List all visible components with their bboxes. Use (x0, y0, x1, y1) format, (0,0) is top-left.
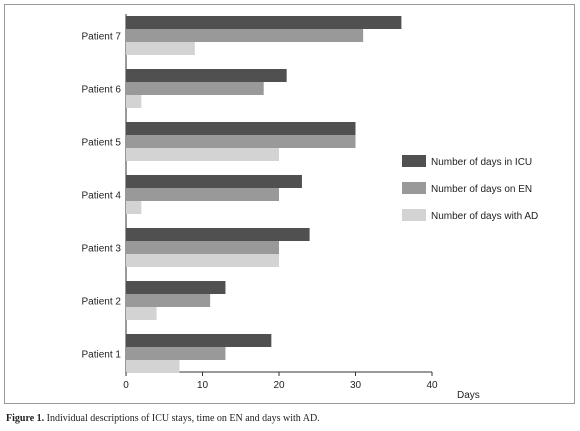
bar-patient-1-series-2 (126, 347, 226, 360)
bar-patient-4-series-3 (126, 201, 142, 214)
bar-patient-2-series-3 (126, 307, 157, 320)
bar-patient-3-series-3 (126, 254, 279, 267)
bar-patient-4-series-2 (126, 188, 279, 201)
category-label: Patient 5 (82, 138, 122, 149)
legend-label: Number of days in ICU (431, 157, 532, 168)
bar-patient-6-series-1 (126, 69, 287, 82)
category-label: Patient 6 (82, 85, 122, 96)
category-labels: Patient 1 Patient 2 Patient 3 Patient 4 Pati… (82, 32, 122, 361)
x-tick-label: 30 (350, 380, 362, 391)
bar-patient-1-series-3 (126, 360, 180, 373)
bar-patient-1-series-1 (126, 334, 272, 347)
x-tick-label: 10 (197, 380, 209, 391)
bar-patient-4-series-1 (126, 175, 302, 188)
figure-caption: Figure 1. Individual descriptions of ICU… (6, 413, 574, 424)
bar-patient-7-series-3 (126, 42, 195, 55)
bar-patient-7-series-2 (126, 29, 364, 42)
bar-patient-6-series-2 (126, 82, 264, 95)
x-tick-label: 0 (123, 380, 129, 391)
x-tick-label: 20 (273, 380, 285, 391)
category-label: Patient 7 (82, 32, 122, 43)
x-axis-label: Days (457, 390, 480, 401)
caption-label: Figure 1. (6, 413, 45, 424)
legend-label: Number of days on EN (431, 184, 532, 195)
legend: Number of days in ICU Number of days on E… (402, 155, 538, 222)
category-label: Patient 2 (82, 297, 122, 308)
figure-frame (4, 4, 575, 404)
bar-patient-6-series-3 (126, 95, 142, 108)
bars-group (126, 16, 402, 373)
bar-patient-2-series-2 (126, 294, 211, 307)
category-label: Patient 1 (82, 350, 122, 361)
category-label: Patient 4 (82, 191, 122, 202)
legend-swatch (402, 182, 426, 194)
bar-patient-2-series-1 (126, 281, 226, 294)
legend-label: Number of days with AD (431, 211, 538, 222)
legend-swatch (402, 155, 426, 167)
bar-patient-5-series-1 (126, 122, 356, 135)
caption-text: Individual descriptions of ICU stays, ti… (44, 413, 320, 424)
bar-chart: Patient 1 Patient 2 Patient 3 Patient 4 Pati… (82, 14, 538, 401)
bar-patient-5-series-3 (126, 148, 279, 161)
bar-patient-5-series-2 (126, 135, 356, 148)
bar-patient-7-series-1 (126, 16, 402, 29)
category-label: Patient 3 (82, 244, 122, 255)
legend-swatch (402, 209, 426, 221)
bar-patient-3-series-1 (126, 228, 310, 241)
x-tick-label: 40 (426, 380, 438, 391)
bar-patient-3-series-2 (126, 241, 279, 254)
x-ticks: 0 10 20 30 40 (123, 372, 438, 391)
